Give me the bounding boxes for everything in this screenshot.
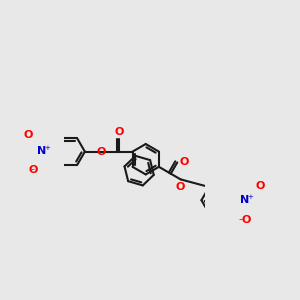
Text: O: O [179, 158, 189, 167]
Text: O: O [29, 165, 38, 175]
Text: +: + [44, 145, 50, 151]
Text: O: O [96, 147, 106, 157]
Text: N: N [240, 195, 250, 205]
Text: O: O [255, 181, 265, 191]
Text: O: O [23, 130, 33, 140]
Text: O: O [114, 127, 124, 137]
Text: -: - [30, 164, 34, 175]
Text: O: O [242, 214, 251, 224]
Text: -: - [238, 214, 242, 224]
Text: +: + [248, 194, 254, 200]
Text: N: N [37, 146, 46, 156]
Text: O: O [176, 182, 185, 191]
